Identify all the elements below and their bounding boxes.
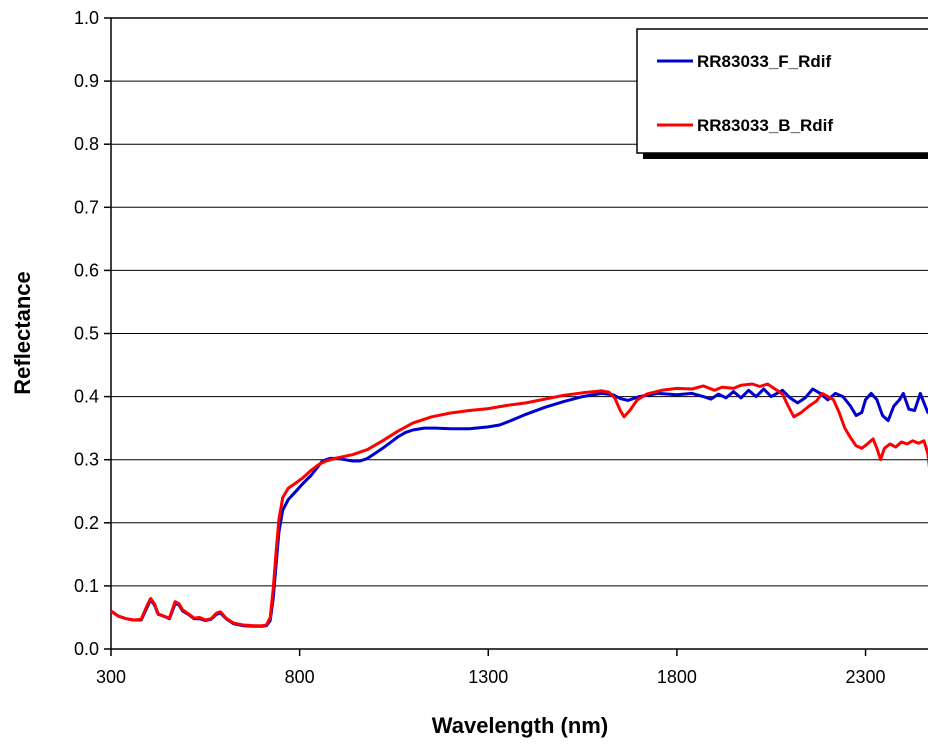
y-tick-label: 1.0 — [74, 8, 99, 28]
y-tick-label: 0.9 — [74, 71, 99, 91]
x-tick-label: 1300 — [468, 667, 508, 687]
legend[interactable]: RR83033_F_Rdif RR83033_B_Rdif — [636, 28, 928, 159]
y-axis: 0.0 0.1 0.2 0.3 0.4 0.5 0.6 0.7 0.8 0.9 1.0 — [74, 8, 111, 659]
legend-label-b: RR83033_B_Rdif — [697, 116, 833, 135]
x-tick-label: 800 — [285, 667, 315, 687]
y-tick-label: 0.5 — [74, 324, 99, 344]
y-tick-label: 0.0 — [74, 639, 99, 659]
legend-label-f: RR83033_F_Rdif — [697, 52, 832, 71]
y-tick-label: 0.6 — [74, 260, 99, 280]
x-tick-label: 300 — [96, 667, 126, 687]
x-axis: 300 800 1300 1800 2300 — [96, 649, 886, 687]
gridlines — [111, 80, 928, 587]
y-tick-label: 0.2 — [74, 513, 99, 533]
x-axis-title: Wavelength (nm) — [432, 713, 608, 738]
y-tick-label: 0.8 — [74, 134, 99, 154]
y-tick-label: 0.3 — [74, 450, 99, 470]
y-tick-label: 0.1 — [74, 576, 99, 596]
legend-box — [636, 28, 928, 154]
x-tick-label: 2300 — [846, 667, 886, 687]
x-tick-label: 1800 — [657, 667, 697, 687]
y-axis-title: Reflectance — [10, 271, 35, 395]
series-line-0 — [110, 387, 928, 628]
y-tick-label: 0.4 — [74, 387, 99, 407]
series-line-1 — [110, 382, 928, 628]
series-lines — [110, 382, 928, 628]
y-tick-label: 0.7 — [74, 197, 99, 217]
